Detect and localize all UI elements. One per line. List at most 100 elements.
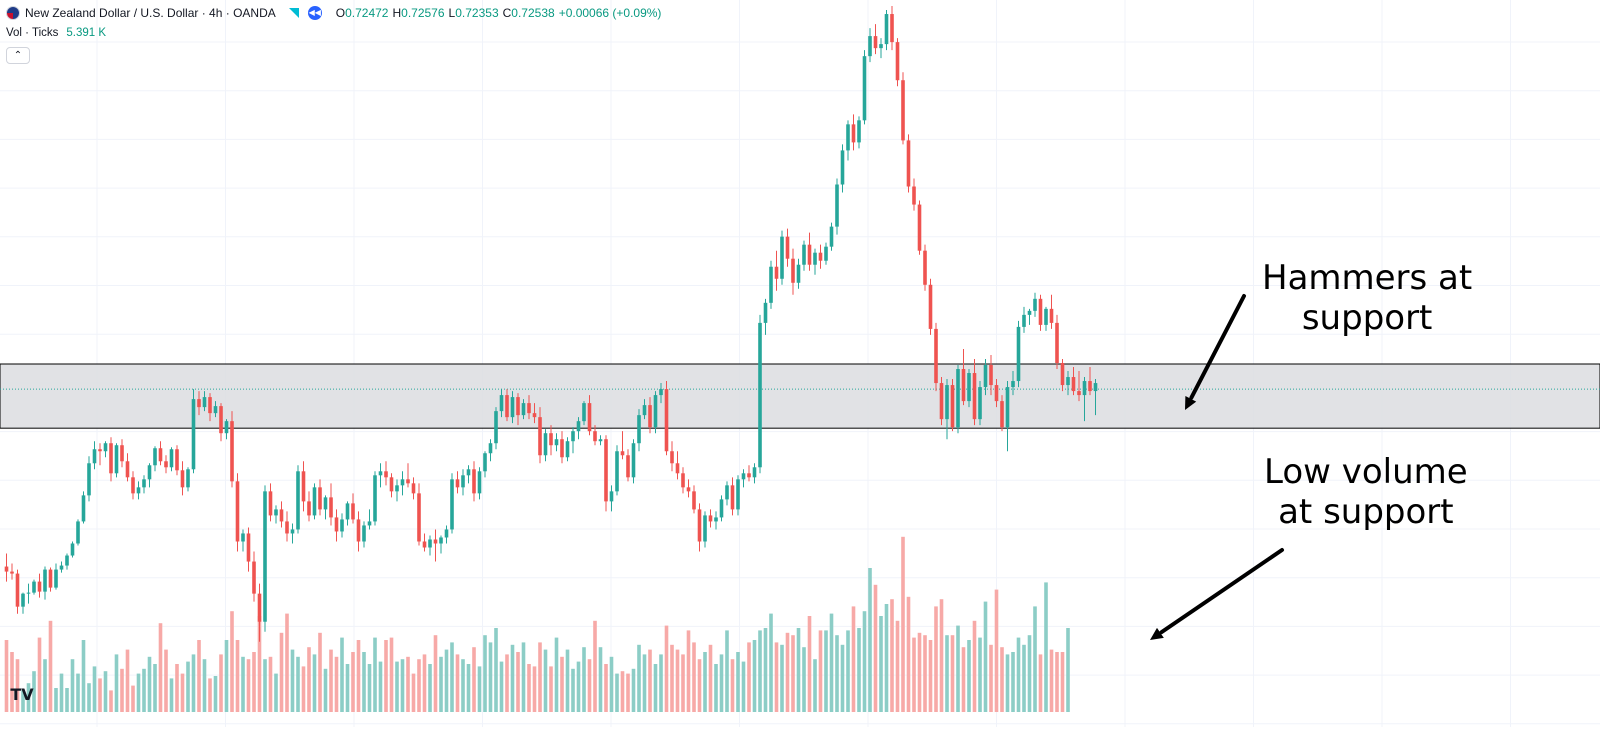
candle	[846, 120, 850, 161]
volume-bar	[708, 644, 713, 712]
volume-bar	[774, 642, 779, 712]
candle-body	[158, 448, 163, 462]
candle	[653, 391, 658, 434]
candle	[785, 228, 790, 267]
volume-bar	[15, 659, 20, 712]
volume-bar	[895, 620, 900, 712]
volume-bar	[598, 647, 603, 712]
candle	[472, 461, 476, 502]
symbol-title[interactable]: New Zealand Dollar / U.S. Dollar · 4h · …	[25, 6, 276, 20]
candle-body	[395, 485, 399, 492]
candle	[246, 527, 251, 572]
candle	[483, 451, 487, 478]
collapse-legend-button[interactable]: ⌃	[6, 47, 30, 64]
volume-bar	[725, 630, 729, 712]
candle-body	[741, 473, 746, 480]
candle	[136, 481, 141, 500]
candle-body	[978, 387, 982, 420]
candle-body	[334, 517, 339, 532]
candle	[499, 389, 504, 418]
candle-body	[213, 406, 218, 414]
candle-body	[961, 369, 966, 402]
candle-body	[142, 479, 146, 488]
volume-bar	[230, 611, 234, 712]
candle	[1027, 308, 1032, 325]
candle	[747, 465, 751, 482]
candle	[43, 566, 47, 600]
candle-body	[323, 497, 328, 510]
candle	[400, 471, 405, 496]
candle	[527, 395, 531, 420]
candle-body	[274, 509, 278, 516]
candle-body	[939, 383, 944, 420]
candle-body	[868, 36, 872, 57]
candle	[626, 449, 630, 482]
candle-body	[477, 471, 482, 494]
candle	[664, 381, 669, 456]
candle	[235, 473, 240, 552]
candle-body	[923, 250, 927, 285]
candle	[268, 483, 273, 522]
volume-bar	[279, 632, 284, 712]
candle-body	[615, 451, 619, 492]
candle	[461, 469, 465, 496]
low-value: 0.72353	[455, 6, 499, 20]
candle	[631, 439, 636, 484]
candle-body	[367, 521, 372, 526]
market-status-icon[interactable]	[288, 7, 300, 19]
candle-body	[582, 403, 586, 422]
replay-icon[interactable]: ◀◀	[307, 6, 322, 20]
volume-bar	[422, 654, 427, 712]
candle	[714, 511, 718, 530]
volume-bar	[736, 652, 740, 712]
volume-bar	[769, 613, 773, 712]
candle-body	[26, 592, 31, 594]
candle	[681, 467, 685, 494]
candle	[153, 446, 157, 472]
candle	[994, 379, 999, 408]
candle	[32, 579, 36, 595]
candle	[774, 250, 779, 291]
candle-body	[488, 443, 493, 454]
candle-body	[340, 519, 344, 532]
volume-bar	[1038, 654, 1043, 712]
candle	[345, 501, 350, 526]
volume-bar	[241, 656, 245, 712]
volume-bar	[659, 654, 663, 712]
candle	[257, 583, 262, 642]
volume-bar	[868, 568, 872, 712]
candle-body	[279, 509, 284, 522]
candle	[598, 435, 603, 446]
candle-body	[186, 469, 190, 488]
low-volume-arrow	[1150, 548, 1284, 640]
candle-body	[499, 395, 504, 412]
candle-body	[1022, 314, 1026, 327]
candle-body	[560, 439, 564, 458]
volume-bar	[956, 625, 960, 712]
candle	[983, 358, 988, 396]
candle-body	[169, 449, 174, 468]
volume-bar	[840, 644, 845, 712]
candle	[21, 592, 25, 614]
volume-bar	[675, 649, 680, 712]
candle	[582, 401, 586, 426]
candle	[70, 541, 75, 558]
candle	[202, 391, 207, 412]
candle	[928, 278, 933, 335]
tradingview-logo[interactable]: TV	[10, 684, 34, 704]
candle-body	[549, 433, 553, 446]
volume-value: 5.391 K	[66, 27, 107, 39]
candle-body	[653, 395, 658, 428]
volume-bar	[153, 664, 157, 712]
volume-bar	[334, 656, 339, 712]
candle	[81, 491, 86, 524]
volume-bar	[961, 647, 966, 712]
volume-bar	[494, 628, 498, 712]
candle	[395, 479, 399, 502]
volume-bar	[637, 644, 641, 712]
volume-indicator-name[interactable]: Vol · Ticks	[6, 27, 59, 39]
candle-body	[730, 485, 735, 510]
candle	[279, 501, 284, 528]
